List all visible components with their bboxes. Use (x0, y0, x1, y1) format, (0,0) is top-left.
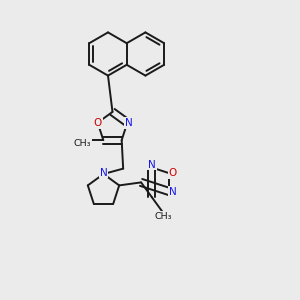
Text: N: N (125, 118, 133, 128)
Text: N: N (100, 167, 107, 178)
Text: CH₃: CH₃ (154, 212, 172, 221)
Text: N: N (169, 187, 177, 196)
Text: O: O (94, 118, 102, 128)
Text: N: N (148, 160, 156, 170)
Text: CH₃: CH₃ (74, 139, 91, 148)
Text: O: O (169, 168, 177, 178)
